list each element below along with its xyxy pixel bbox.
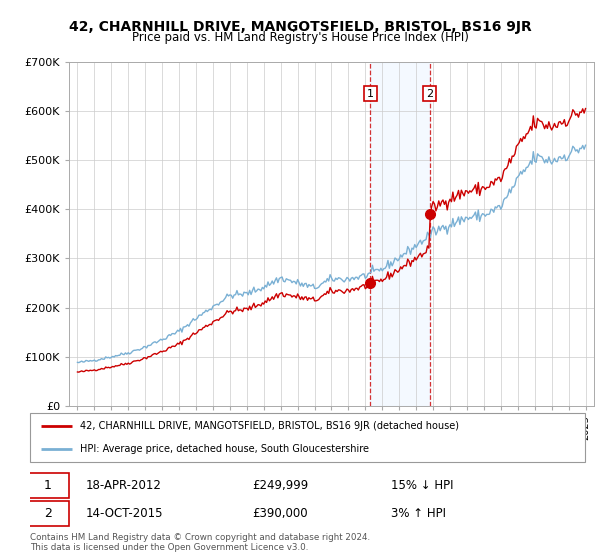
Text: £249,999: £249,999 xyxy=(252,479,308,492)
Text: Price paid vs. HM Land Registry's House Price Index (HPI): Price paid vs. HM Land Registry's House … xyxy=(131,31,469,44)
Text: 2: 2 xyxy=(426,88,433,99)
Text: 18-APR-2012: 18-APR-2012 xyxy=(86,479,161,492)
Text: HPI: Average price, detached house, South Gloucestershire: HPI: Average price, detached house, Sout… xyxy=(80,444,369,454)
FancyBboxPatch shape xyxy=(27,473,69,498)
Text: This data is licensed under the Open Government Licence v3.0.: This data is licensed under the Open Gov… xyxy=(30,543,308,552)
Text: Contains HM Land Registry data © Crown copyright and database right 2024.: Contains HM Land Registry data © Crown c… xyxy=(30,533,370,542)
Text: 2: 2 xyxy=(44,507,52,520)
Text: 14-OCT-2015: 14-OCT-2015 xyxy=(86,507,163,520)
Text: 1: 1 xyxy=(367,88,374,99)
Text: 42, CHARNHILL DRIVE, MANGOTSFIELD, BRISTOL, BS16 9JR (detached house): 42, CHARNHILL DRIVE, MANGOTSFIELD, BRIST… xyxy=(80,421,459,431)
Text: 3% ↑ HPI: 3% ↑ HPI xyxy=(391,507,446,520)
Bar xyxy=(370,62,430,406)
Text: 15% ↓ HPI: 15% ↓ HPI xyxy=(391,479,453,492)
Text: £390,000: £390,000 xyxy=(252,507,308,520)
Text: 42, CHARNHILL DRIVE, MANGOTSFIELD, BRISTOL, BS16 9JR: 42, CHARNHILL DRIVE, MANGOTSFIELD, BRIST… xyxy=(68,20,532,34)
Text: 1: 1 xyxy=(44,479,52,492)
FancyBboxPatch shape xyxy=(27,501,69,526)
